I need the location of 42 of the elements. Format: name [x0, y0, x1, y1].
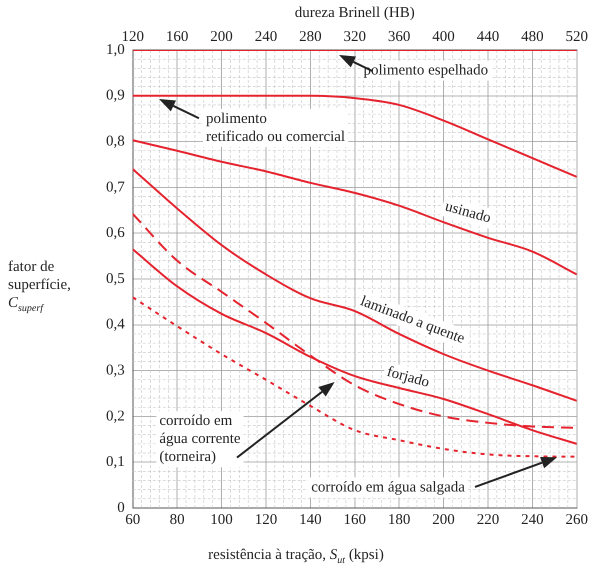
y-tick-label: 0,9: [106, 88, 125, 104]
x2-tick-label: 320: [344, 28, 366, 45]
series-label: polimento espelhado: [364, 62, 488, 79]
x-tick-label: 60: [125, 512, 140, 528]
x-tick-label: 140: [299, 512, 322, 528]
y-tick-label: 0,3: [106, 362, 125, 379]
y-tick-label: 0: [117, 500, 125, 516]
x-tick-label: 260: [566, 512, 588, 528]
text: corroído em água corrente (torneira): [159, 413, 241, 466]
line-series: [132, 94, 577, 178]
x-tick-label: 100: [210, 512, 233, 528]
x2-tick-label: 240: [254, 28, 278, 45]
x-tick-label: 80: [170, 512, 185, 528]
text: usinado: [443, 198, 493, 226]
y-tick-label: 0,1: [106, 454, 125, 470]
y-tick-label: 0,6: [106, 225, 126, 242]
x-tick-label: 120: [254, 512, 278, 528]
x2-tick-label: 160: [166, 28, 188, 45]
line-series: [132, 168, 577, 402]
series-label: polimento retificado ou comercial: [206, 110, 346, 145]
x2-tick-label: 440: [476, 28, 500, 45]
x2-tick-label: 480: [521, 28, 544, 45]
series-label: corroído em água salgada: [311, 479, 466, 496]
y-tick-label: 0,7: [106, 179, 126, 196]
x-tick-label: 240: [521, 512, 544, 528]
x2-tick-label: 280: [299, 28, 322, 45]
x2-tick-label: 360: [388, 28, 410, 45]
x2-tick-label: 400: [432, 28, 455, 45]
x-axis-title: resistência à tração, S$_{ut}$ (kpsi): [207, 546, 385, 568]
x2-axis-title: dureza Brinell (HB): [294, 4, 415, 21]
x2-tick-label: 520: [566, 28, 588, 45]
text: forjado: [385, 364, 432, 391]
x2-tick-label: 200: [210, 28, 233, 45]
x-tick-label: 200: [432, 512, 455, 528]
y-tick-label: 0,5: [106, 270, 125, 287]
y-tick-label: 0,4: [106, 316, 126, 333]
y-tick-label: 0,2: [106, 408, 125, 424]
y-axis-title: fator de superfície, C$_{superf}$: [8, 258, 72, 316]
x-tick-label: 180: [388, 512, 410, 528]
y-tick-label: 0,8: [106, 134, 125, 150]
x-tick-label: 220: [476, 512, 500, 528]
x-tick-label: 160: [344, 512, 366, 528]
